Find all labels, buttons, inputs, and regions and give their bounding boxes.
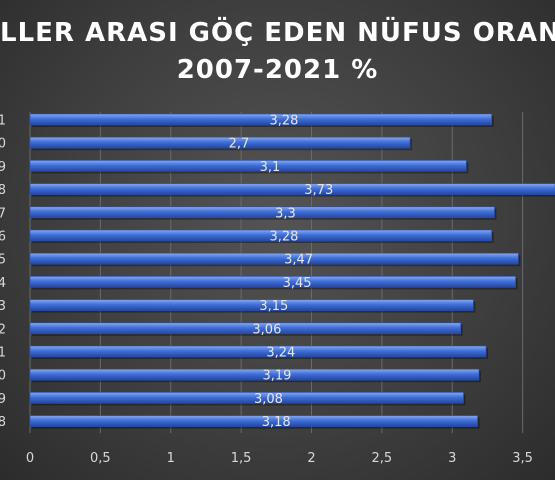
- data-label-7: 3,45: [283, 276, 312, 291]
- chart-title-line-2: 2007-2021 %: [176, 55, 379, 85]
- data-label-3: 3,73: [304, 183, 333, 198]
- x-tick-label-6: 3: [448, 451, 456, 466]
- bar-12: [29, 392, 464, 404]
- bar-5: [29, 229, 492, 242]
- y-tick-label-0: 1: [0, 114, 6, 129]
- bar-0: [29, 113, 492, 126]
- x-tick-label-1: 0,5: [90, 451, 111, 466]
- x-tick-label-7: 3,5: [512, 451, 533, 466]
- y-tick-label-10: 1: [0, 346, 6, 361]
- bar-3: [29, 183, 555, 195]
- x-tick-label-5: 2,5: [372, 451, 393, 466]
- y-tick-label-11: 0: [0, 369, 6, 384]
- y-tick-label-3: 8: [0, 183, 6, 198]
- y-tick-label-5: 6: [0, 230, 6, 245]
- y-tick-label-8: 3: [0, 299, 6, 314]
- data-label-9: 3,06: [252, 322, 281, 337]
- y-tick-label-7: 4: [0, 276, 6, 291]
- y-tick-label-6: 5: [0, 253, 6, 268]
- data-label-5: 3,28: [269, 230, 298, 245]
- x-tick-label-0: 0: [26, 451, 34, 466]
- y-tick-label-1: 0: [0, 137, 6, 152]
- data-label-11: 3,19: [262, 369, 291, 384]
- bar-9: [29, 322, 461, 335]
- bar-6: [29, 252, 519, 265]
- data-label-4: 3,3: [275, 206, 296, 221]
- bar-1: [29, 136, 411, 149]
- y-tick-label-4: 7: [0, 206, 6, 221]
- x-tick-label-4: 2: [307, 451, 315, 466]
- y-tick-label-2: 9: [0, 160, 6, 175]
- bar-4: [29, 206, 495, 219]
- data-label-8: 3,15: [259, 299, 288, 314]
- bar-11: [29, 368, 480, 381]
- x-tick-label-2: 1: [167, 451, 175, 466]
- bar-10: [29, 345, 487, 358]
- data-label-0: 3,28: [269, 114, 298, 129]
- data-label-13: 3,18: [262, 415, 291, 430]
- data-label-6: 3,47: [284, 253, 313, 268]
- data-label-2: 3,1: [260, 160, 281, 175]
- x-tick-label-3: 1,5: [231, 451, 252, 466]
- data-label-10: 3,24: [266, 346, 295, 361]
- bar-2: [29, 160, 467, 172]
- chart-title-line-1: LLER ARASI GÖÇ EDEN NÜFUS ORAN: [0, 18, 555, 48]
- y-tick-label-9: 2: [0, 322, 6, 337]
- bar-13: [29, 415, 478, 427]
- bar-7: [29, 276, 516, 288]
- bar-8: [29, 299, 474, 311]
- data-label-1: 2,7: [229, 137, 250, 152]
- data-label-12: 3,08: [254, 392, 283, 407]
- y-tick-label-13: 8: [0, 415, 6, 430]
- y-tick-label-12: 9: [0, 392, 6, 407]
